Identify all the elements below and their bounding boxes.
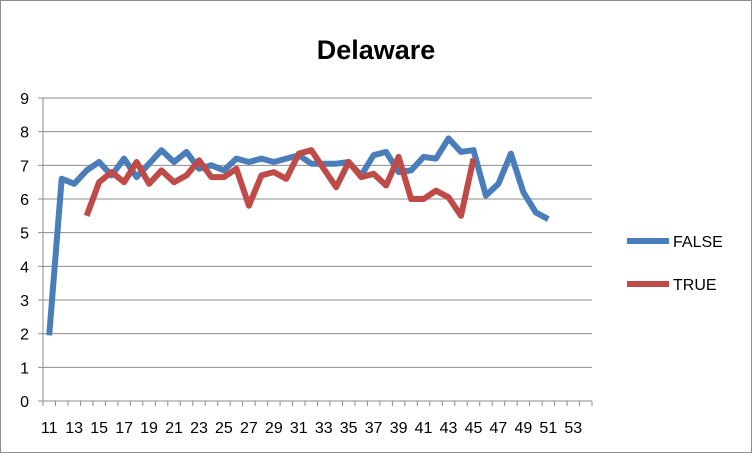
- y-tick-label: 0: [20, 394, 29, 411]
- gridlines: [43, 97, 592, 368]
- x-tick-label: 53: [564, 420, 582, 437]
- x-tick-label: 41: [415, 420, 433, 437]
- x-tick-label: 33: [315, 420, 333, 437]
- y-tick-label: 9: [20, 91, 29, 108]
- y-tick-label: 5: [20, 226, 29, 243]
- x-tick-label: 15: [90, 420, 108, 437]
- x-tick-label: 31: [290, 420, 308, 437]
- x-tick-label: 37: [365, 420, 383, 437]
- series-line-true: [83, 147, 477, 219]
- x-tick-label: 11: [41, 420, 58, 437]
- y-tick-label: 3: [20, 293, 29, 310]
- x-tick-label: 27: [240, 420, 258, 437]
- y-tick-label: 1: [20, 360, 29, 377]
- x-tick-label: 47: [490, 420, 508, 437]
- x-tick-label: 25: [215, 420, 233, 437]
- x-tick-label: 45: [465, 420, 483, 437]
- x-tick-label: 29: [265, 420, 283, 437]
- y-tick-label: 6: [20, 192, 29, 209]
- series-lines: [46, 135, 550, 336]
- legend-label-true: TRUE: [673, 277, 717, 294]
- chart-title: Delaware: [317, 35, 436, 65]
- x-tick-label: 39: [390, 420, 408, 437]
- y-tick-label: 8: [20, 125, 29, 142]
- y-tick-label: 4: [20, 259, 29, 276]
- x-tick-label: 19: [140, 420, 158, 437]
- x-tick-label: 35: [340, 420, 358, 437]
- x-tick-label: 17: [115, 420, 133, 437]
- x-tick-label: 51: [539, 420, 557, 437]
- y-tick-label: 7: [20, 158, 29, 175]
- x-tick-label: 23: [190, 420, 208, 437]
- legend: FALSE TRUE: [627, 234, 723, 294]
- x-tick-label: 43: [440, 420, 458, 437]
- x-tick-label: 49: [514, 420, 532, 437]
- y-tick-label: 2: [20, 327, 29, 344]
- x-tick-label: 21: [165, 420, 183, 437]
- legend-label-false: FALSE: [673, 234, 723, 251]
- x-tick-label: 13: [65, 420, 83, 437]
